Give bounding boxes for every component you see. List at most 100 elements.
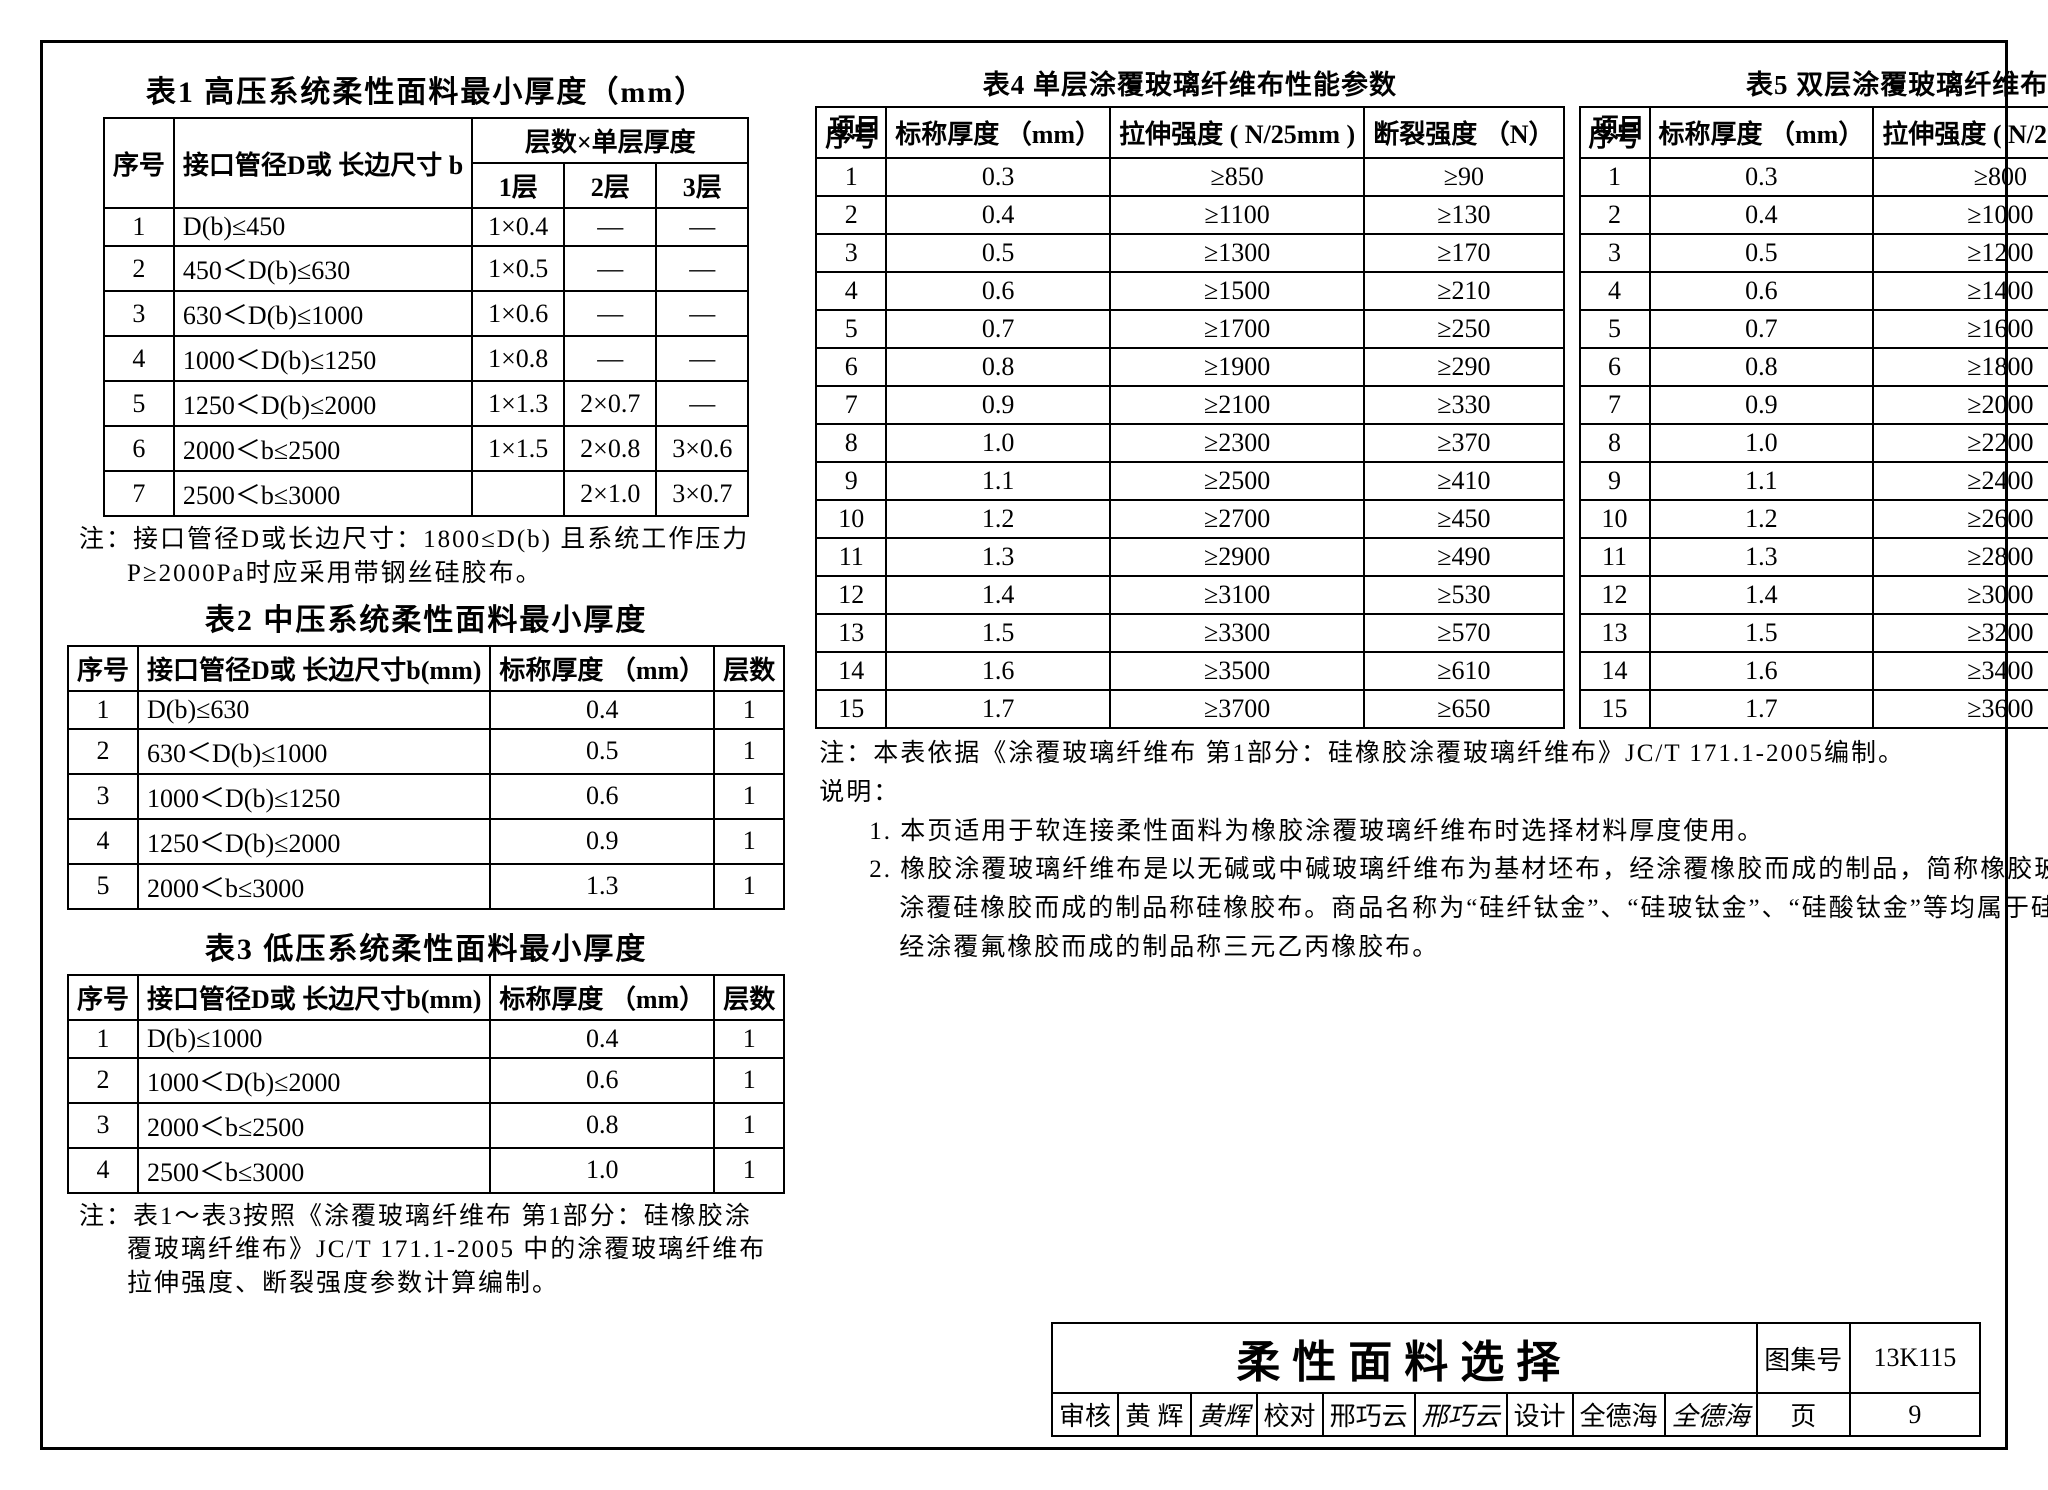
table-row: 10.3≥850≥90 (816, 158, 1563, 196)
table-row: 3630＜D(b)≤10001×0.6—— (104, 291, 748, 336)
th: 拉伸强度 ( N/25mm ) (1119, 120, 1355, 149)
cell: 1.6 (1650, 652, 1874, 690)
cell: ≥1600 (1873, 310, 2048, 348)
cell: 0.4 (490, 691, 714, 729)
cell: 0.8 (1650, 348, 1874, 386)
cell: ≥290 (1364, 348, 1563, 386)
table3-note: 注：表1～表3按照《涂覆玻璃纤维布 第1部分：硅橡胶涂覆玻璃纤维布》JC/T 1… (127, 1200, 767, 1301)
cell: ≥1400 (1873, 272, 2048, 310)
table-row: 20.4≥1100≥130 (816, 196, 1563, 234)
column-left: 表1 高压系统柔性面料最小厚度（mm） 序号 接口管径D或 长边尺寸 b 层数×… (67, 63, 785, 1303)
table-row: 70.9≥2100≥330 (816, 386, 1563, 424)
table-row: 52000＜b≤30001.31 (68, 864, 784, 909)
cell: 0.6 (886, 272, 1110, 310)
table1-note: 注：接口管径D或长边尺寸：1800≤D(b) 且系统工作压力P≥2000Pa时应… (127, 523, 767, 591)
cell: 11 (1580, 538, 1650, 576)
cell: 9 (816, 462, 886, 500)
cell: 3 (816, 234, 886, 272)
table-row: 32000＜b≤25000.81 (68, 1103, 784, 1148)
cell: 1×1.3 (472, 381, 564, 426)
table2: 序号 接口管径D或 长边尺寸b(mm) 标称厚度 （mm） 层数 1D(b)≤6… (67, 645, 785, 910)
cell: 1 (68, 691, 138, 729)
cell: 8 (1580, 424, 1650, 462)
cell: 0.7 (1650, 310, 1874, 348)
cell: 12 (816, 576, 886, 614)
table-row: 2630＜D(b)≤10000.51 (68, 729, 784, 774)
columns: 表1 高压系统柔性面料最小厚度（mm） 序号 接口管径D或 长边尺寸 b 层数×… (67, 63, 1981, 1303)
drawing-title: 柔性面料选择 (1052, 1323, 1757, 1393)
set-value: 13K115 (1850, 1323, 1980, 1393)
cell: 630＜D(b)≤1000 (174, 291, 472, 336)
cell: 0.5 (1650, 234, 1874, 272)
table-row: 1D(b)≤6300.41 (68, 691, 784, 729)
cell: ≥2200 (1873, 424, 2048, 462)
tb-page-label: 页 (1757, 1393, 1850, 1436)
cell: 2×1.0 (564, 471, 656, 516)
table-row: 50.7≥1700≥250 (816, 310, 1563, 348)
cell: 7 (1580, 386, 1650, 424)
table-row: 81.0≥2300≥370 (816, 424, 1563, 462)
table-row: 141.6≥3400≥600 (1580, 652, 2048, 690)
cell: ≥3500 (1110, 652, 1364, 690)
th: 接口管径D或 长边尺寸b(mm) (147, 985, 481, 1014)
table-row: 111.3≥2800≥480 (1580, 538, 2048, 576)
cell: ≥330 (1364, 386, 1563, 424)
table-row: 2450＜D(b)≤6301×0.5—— (104, 246, 748, 291)
cell: 2500＜b≤3000 (138, 1148, 490, 1193)
cell: — (564, 208, 656, 246)
table-row: 81.0≥2200≥360 (1580, 424, 2048, 462)
cell: 12 (1580, 576, 1650, 614)
cell: 1 (714, 691, 784, 729)
cell: D(b)≤1000 (138, 1020, 490, 1058)
cell: ≥170 (1364, 234, 1563, 272)
cell: 11 (816, 538, 886, 576)
cell: 1 (1580, 158, 1650, 196)
cell: 0.5 (886, 234, 1110, 272)
th: 3层 (683, 173, 722, 202)
cell: — (564, 291, 656, 336)
table-row: 31000＜D(b)≤12500.61 (68, 774, 784, 819)
note-text: 表1～表3按照《涂覆玻璃纤维布 第1部分：硅橡胶涂覆玻璃纤维布》JC/T 171… (127, 1203, 766, 1298)
th: 标称厚度 （mm） (499, 656, 705, 685)
th: 接口管径D或 长边尺寸 b (183, 151, 463, 180)
cell: ≥3000 (1873, 576, 2048, 614)
diag-top: 项目 (829, 108, 881, 145)
cell: 1×0.6 (472, 291, 564, 336)
cell: — (656, 336, 748, 381)
cell: 1 (714, 774, 784, 819)
table-row: 151.7≥3700≥650 (816, 690, 1563, 728)
cell: 3×0.6 (656, 426, 748, 471)
cell: 2 (68, 1058, 138, 1103)
tb-name1: 黄 辉 (1118, 1393, 1191, 1436)
note-label: 说明： (819, 779, 900, 806)
cell: 1 (714, 1148, 784, 1193)
cell: ≥2300 (1110, 424, 1364, 462)
tb-sig1: 黄辉 (1191, 1393, 1257, 1436)
cell: 2×0.7 (564, 381, 656, 426)
tb-审核: 审核 (1052, 1393, 1118, 1436)
cell: 1000＜D(b)≤1250 (138, 774, 490, 819)
tb-sig3: 全德海 (1665, 1393, 1757, 1436)
cell: ≥450 (1364, 500, 1563, 538)
table-row: 1D(b)≤4501×0.4—— (104, 208, 748, 246)
cell: 4 (68, 1148, 138, 1193)
cell: 1250＜D(b)≤2000 (138, 819, 490, 864)
cell: 1 (714, 729, 784, 774)
cell: 5 (104, 381, 174, 426)
cell (472, 471, 564, 516)
cell: 6 (1580, 348, 1650, 386)
cell: 3 (104, 291, 174, 336)
cell: 1.5 (1650, 614, 1874, 652)
note-text: 本表依据《涂覆玻璃纤维布 第1部分：硅橡胶涂覆玻璃纤维布》JC/T 171.1-… (873, 740, 1905, 767)
table5: 项目 标称厚度 （mm） 拉伸强度 ( N/25mm ) 断裂强度 （N） 序号… (1579, 106, 2048, 729)
cell: ≥2100 (1110, 386, 1364, 424)
cell: 1.4 (886, 576, 1110, 614)
table-row: 70.9≥2000≥320 (1580, 386, 2048, 424)
cell: 1.1 (886, 462, 1110, 500)
note-label: 注： (79, 526, 133, 553)
cell: 1.3 (1650, 538, 1874, 576)
table-row: 项目 标称厚度 （mm） 拉伸强度 ( N/25mm ) 断裂强度 （N） (1580, 107, 2048, 114)
table-row: 131.5≥3300≥570 (816, 614, 1563, 652)
cell: 1000＜D(b)≤2000 (138, 1058, 490, 1103)
cell: ≥210 (1364, 272, 1563, 310)
